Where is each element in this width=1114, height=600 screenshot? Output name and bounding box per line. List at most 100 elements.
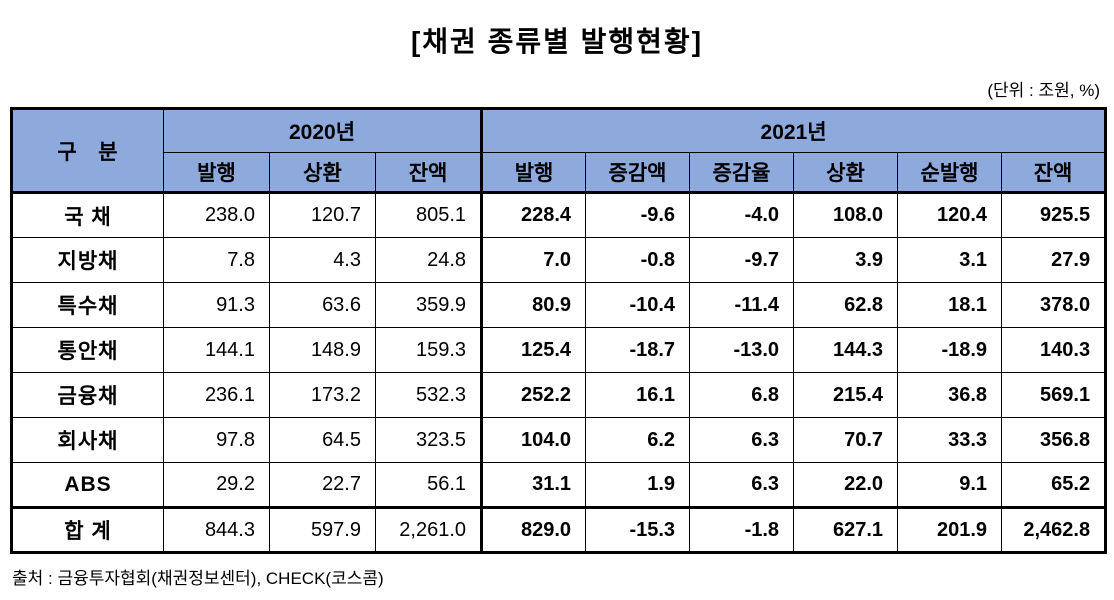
table-row: 금융채 236.1 173.2 532.3 252.2 16.1 6.8 215.4 36.8 5… <box>11 372 1107 418</box>
subheader-2021: 순발행 <box>897 152 1003 194</box>
cell-2021: 829.0 <box>480 506 587 553</box>
table-header: 구 분 2020년 2021년 발행 상환 잔액 발행 증감액 증감율 상환 순발행 잔액 <box>11 108 1107 194</box>
subheader-2021: 상환 <box>793 152 899 194</box>
cell-2020: 97.8 <box>163 417 270 463</box>
cell-2021: -10.4 <box>585 282 691 328</box>
cell-2020: 29.2 <box>163 462 270 508</box>
row-label: 통안채 <box>11 327 164 373</box>
cell-2020: 22.7 <box>269 462 376 508</box>
cell-2020: 2,261.0 <box>374 506 483 553</box>
cell-2021: 2,462.8 <box>1001 506 1107 553</box>
cell-2020: 91.3 <box>163 282 270 328</box>
cell-2021: 215.4 <box>793 372 899 418</box>
cell-2021: 3.1 <box>897 237 1003 283</box>
cell-2020: 56.1 <box>374 462 483 508</box>
subheader-2021: 잔액 <box>1001 152 1107 194</box>
cell-2021: 6.3 <box>689 462 795 508</box>
cell-2021: 627.1 <box>793 506 899 553</box>
cell-2020: 4.3 <box>269 237 376 283</box>
cell-2021: 36.8 <box>897 372 1003 418</box>
cell-2021: 125.4 <box>480 327 587 373</box>
cell-2021: 33.3 <box>897 417 1003 463</box>
cell-2020: 159.3 <box>374 327 483 373</box>
cell-2021: -15.3 <box>585 506 691 553</box>
header-group-row: 구 분 2020년 2021년 <box>11 108 1107 194</box>
cell-2020: 532.3 <box>374 372 483 418</box>
cell-2021: -4.0 <box>689 192 795 238</box>
cell-2021: 378.0 <box>1001 282 1107 328</box>
cell-2021: 16.1 <box>585 372 691 418</box>
bond-issuance-table: 구 분 2020년 2021년 발행 상환 잔액 발행 증감액 증감율 상환 순발행 잔액 국 … <box>10 107 1108 554</box>
row-label: 금융채 <box>11 372 164 418</box>
cell-2021: 104.0 <box>480 417 587 463</box>
row-label: 국 채 <box>11 192 164 238</box>
table-row: 통안채 144.1 148.9 159.3 125.4 -18.7 -13.0 144.3 -1… <box>11 327 1107 373</box>
cell-2021: 140.3 <box>1001 327 1107 373</box>
header-category: 구 분 <box>11 108 164 194</box>
cell-2021: -18.7 <box>585 327 691 373</box>
cell-2021: 228.4 <box>480 192 587 238</box>
row-label: 특수채 <box>11 282 164 328</box>
cell-2021: 31.1 <box>480 462 587 508</box>
subheader-2021: 증감액 <box>585 152 691 194</box>
cell-2020: 323.5 <box>374 417 483 463</box>
cell-2021: 27.9 <box>1001 237 1107 283</box>
cell-2020: 120.7 <box>269 192 376 238</box>
table-row: 회사채 97.8 64.5 323.5 104.0 6.2 6.3 70.7 33.3 356.8 <box>11 417 1107 463</box>
cell-2020: 238.0 <box>163 192 270 238</box>
cell-2021: 201.9 <box>897 506 1003 553</box>
cell-2020: 144.1 <box>163 327 270 373</box>
cell-2020: 236.1 <box>163 372 270 418</box>
cell-2021: 6.8 <box>689 372 795 418</box>
cell-2021: 252.2 <box>480 372 587 418</box>
cell-2021: -18.9 <box>897 327 1003 373</box>
cell-2021: 356.8 <box>1001 417 1107 463</box>
row-label: ABS <box>11 462 164 508</box>
cell-2021: 22.0 <box>793 462 899 508</box>
cell-2021: 6.3 <box>689 417 795 463</box>
cell-2021: 1.9 <box>585 462 691 508</box>
cell-2021: 18.1 <box>897 282 1003 328</box>
header-year-2021: 2021년 <box>480 108 1107 153</box>
cell-2020: 173.2 <box>269 372 376 418</box>
cell-2021: 925.5 <box>1001 192 1107 238</box>
table-body: 국 채 238.0 120.7 805.1 228.4 -9.6 -4.0 108.0 120.… <box>11 192 1107 553</box>
table-row: 특수채 91.3 63.6 359.9 80.9 -10.4 -11.4 62.8 18.1 37… <box>11 282 1107 328</box>
row-label: 회사채 <box>11 417 164 463</box>
cell-2020: 359.9 <box>374 282 483 328</box>
cell-2020: 64.5 <box>269 417 376 463</box>
cell-2021: -0.8 <box>585 237 691 283</box>
cell-2021: 65.2 <box>1001 462 1107 508</box>
table-row: 지방채 7.8 4.3 24.8 7.0 -0.8 -9.7 3.9 3.1 27.9 <box>11 237 1107 283</box>
cell-2020: 24.8 <box>374 237 483 283</box>
cell-2021: -9.7 <box>689 237 795 283</box>
cell-2021: 62.8 <box>793 282 899 328</box>
cell-2020: 7.8 <box>163 237 270 283</box>
unit-note: (단위 : 조원, %) <box>987 81 1100 100</box>
source-note: 출처 : 금융투자협회(채권정보센터), CHECK(코스콤) <box>12 569 384 588</box>
header-sub-row: 발행 상환 잔액 발행 증감액 증감율 상환 순발행 잔액 <box>12 152 1107 194</box>
table-row: ABS 29.2 22.7 56.1 31.1 1.9 6.3 22.0 9.1 65.2 <box>11 462 1107 508</box>
subheader-2020: 상환 <box>269 152 376 194</box>
page-title: [채권 종류별 발행현황] <box>410 26 704 57</box>
row-label: 합 계 <box>11 506 164 553</box>
cell-2020: 148.9 <box>269 327 376 373</box>
subheader-2021: 발행 <box>480 152 587 194</box>
cell-2020: 844.3 <box>163 506 270 553</box>
header-year-2020: 2020년 <box>162 108 483 153</box>
subheader-2020: 잔액 <box>374 152 483 194</box>
cell-2020: 597.9 <box>269 506 376 553</box>
cell-2021: 144.3 <box>793 327 899 373</box>
table-row: 국 채 238.0 120.7 805.1 228.4 -9.6 -4.0 108.0 120.… <box>11 192 1107 238</box>
cell-2021: -9.6 <box>585 192 691 238</box>
cell-2021: -1.8 <box>689 506 795 553</box>
cell-2021: 569.1 <box>1001 372 1107 418</box>
total-row: 합 계 844.3 597.9 2,261.0 829.0 -15.3 -1.8 627.1 2… <box>11 506 1107 553</box>
cell-2021: 108.0 <box>793 192 899 238</box>
cell-2021: 7.0 <box>480 237 587 283</box>
cell-2020: 63.6 <box>269 282 376 328</box>
row-label: 지방채 <box>11 237 164 283</box>
cell-2020: 805.1 <box>374 192 483 238</box>
cell-2021: 6.2 <box>585 417 691 463</box>
